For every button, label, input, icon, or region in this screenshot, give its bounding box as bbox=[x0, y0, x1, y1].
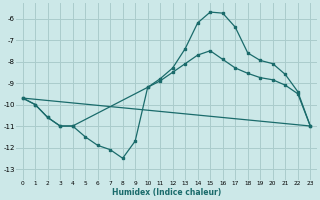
X-axis label: Humidex (Indice chaleur): Humidex (Indice chaleur) bbox=[112, 188, 221, 197]
